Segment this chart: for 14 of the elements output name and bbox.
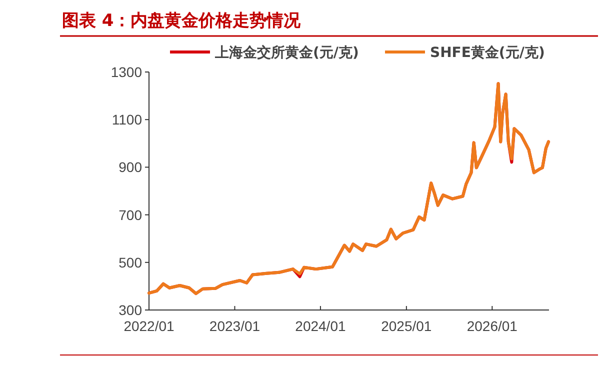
x-tick-label: 2023/01 [209,318,260,334]
y-tick-label: 900 [118,159,142,176]
y-tick-label: 300 [118,302,142,318]
chart-title: 图表 4：内盘黄金价格走势情况 [62,11,302,31]
x-tick-label: 2025/01 [381,318,432,334]
legend-label: 上海金交所黄金(元/克) [214,44,359,61]
legend-label: SHFE黄金(元/克) [430,45,545,61]
x-tick-label: 2022/01 [124,318,175,334]
y-tick-label: 1100 [112,112,142,128]
y-tick-label: 700 [118,206,142,223]
x-tick-label: 2024/01 [295,318,346,334]
y-tick-label: 1300 [110,64,142,80]
y-tick-label: 500 [118,254,142,270]
x-tick-label: 2026/01 [466,318,518,334]
